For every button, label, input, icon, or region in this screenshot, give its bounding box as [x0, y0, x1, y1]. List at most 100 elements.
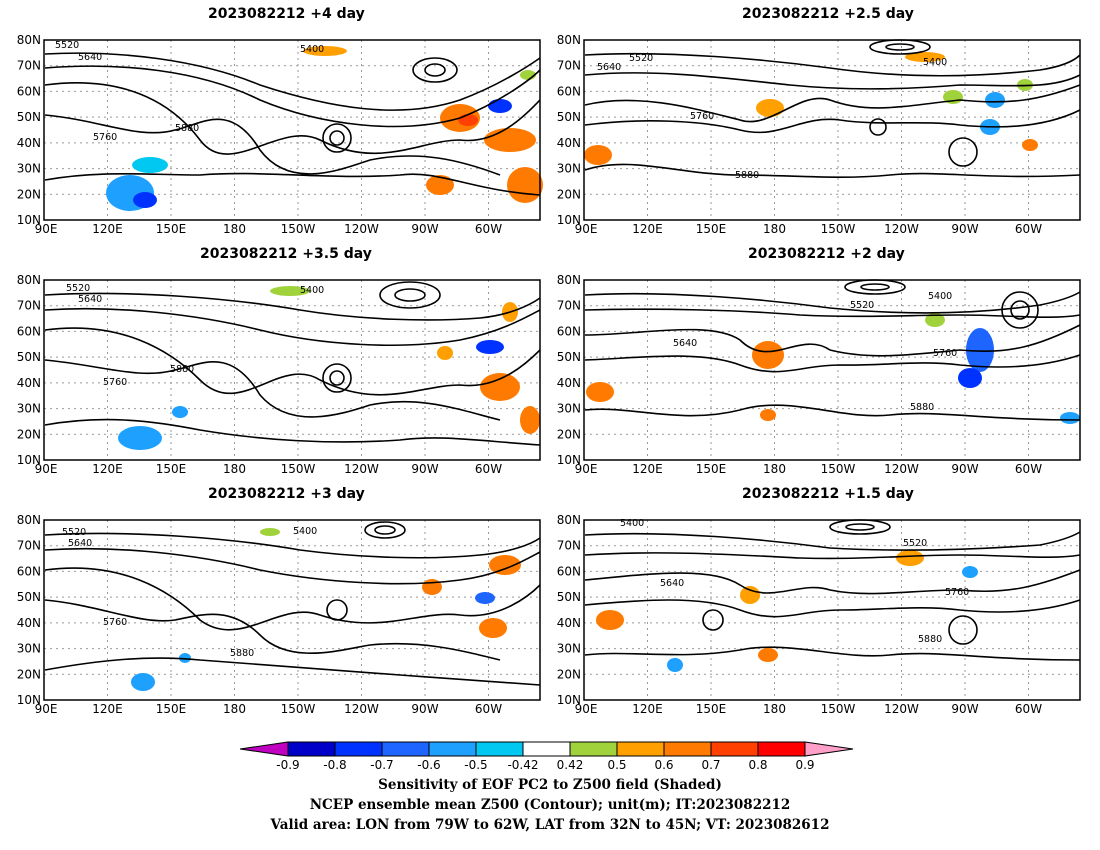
lat-label: 20N [557, 427, 581, 441]
lon-label: 150W [281, 462, 316, 475]
lon-label: 120E [92, 462, 123, 475]
lat-label: 30N [17, 402, 41, 416]
map-frame [583, 279, 1081, 461]
contours [584, 279, 1081, 421]
contours [44, 52, 541, 196]
colorbar-tick-label: 0.9 [795, 758, 814, 772]
panel-title-6: 2023082212 +1.5 day [742, 486, 914, 502]
lon-label: 120W [344, 462, 379, 475]
contours [44, 281, 541, 446]
lat-label: 50N [17, 590, 41, 604]
colorbar-block [616, 741, 665, 757]
lon-label: 180 [763, 462, 786, 475]
lon-label: 90W [411, 462, 438, 475]
colorbar-tick-label: -0.9 [276, 758, 299, 772]
colorbar-block [710, 741, 759, 757]
lat-label: 50N [17, 350, 41, 364]
lon-label: 120E [92, 702, 123, 715]
lon-label: 90E [35, 462, 58, 475]
lat-label: 10N [557, 453, 581, 467]
colorbar-block [663, 741, 712, 757]
grid [584, 520, 1080, 700]
map-frame [43, 279, 541, 461]
lon-label: 150W [821, 702, 856, 715]
lon-label: 60W [1015, 222, 1042, 235]
lat-label: 40N [17, 136, 41, 150]
colorbar-tick-label: 0.5 [607, 758, 626, 772]
contour-label: 5880 [910, 402, 934, 413]
lon-label: 60W [475, 222, 502, 235]
contours [44, 521, 541, 686]
lat-label: 80N [557, 33, 581, 47]
contour-label: 5760 [933, 348, 957, 359]
lon-label: 150W [821, 462, 856, 475]
lon-label: 120E [632, 702, 663, 715]
shading [118, 286, 540, 450]
lat-label: 20N [17, 427, 41, 441]
panel-title-4: 2023082212 +2 day [748, 246, 905, 262]
contour-label: 5760 [103, 377, 127, 388]
lat-label: 40N [17, 376, 41, 390]
contour-label: 5640 [78, 294, 102, 305]
lon-label: 180 [763, 702, 786, 715]
map-panel-5: 5400 5520 5640 5760 5880 80N 70N 60N 50N 40N… [17, 513, 541, 715]
colorbar-block [428, 741, 477, 757]
contour-label: 5400 [300, 44, 324, 55]
map-panel-6: 5400 5520 5640 5760 5880 80N 70N 60N 50N 40N… [557, 513, 1081, 715]
contour-label: 5640 [68, 538, 92, 549]
panel-title-2: 2023082212 +2.5 day [742, 6, 914, 22]
lon-label: 90E [35, 702, 58, 715]
colorbar-tick-label: -0.7 [370, 758, 393, 772]
contour-label: 5640 [597, 62, 621, 73]
lat-label: 20N [557, 187, 581, 201]
contour-label: 5520 [850, 300, 874, 311]
colorbar-block [334, 741, 383, 757]
contour-label: 5640 [660, 578, 684, 589]
contour-label: 5760 [690, 111, 714, 122]
lat-label: 50N [17, 110, 41, 124]
lon-label: 150E [696, 702, 727, 715]
lon-label: 120W [884, 222, 919, 235]
contours [584, 519, 1081, 661]
colorbar-block [475, 741, 524, 757]
panel-title-5: 2023082212 +3 day [208, 486, 365, 502]
lon-label: 60W [475, 462, 502, 475]
lon-label: 150W [281, 222, 316, 235]
colorbar-block [381, 741, 430, 757]
lon-label: 150E [156, 462, 187, 475]
lat-label: 20N [17, 187, 41, 201]
contour-label: 5760 [103, 617, 127, 628]
shading [584, 52, 1038, 165]
lon-label: 150E [156, 222, 187, 235]
lat-label: 30N [557, 402, 581, 416]
contour-label: 5400 [293, 526, 317, 537]
footer-line-3: Valid area: LON from 79W to 62W, LAT fro… [270, 817, 830, 833]
lon-label: 60W [1015, 462, 1042, 475]
map-frame [43, 519, 541, 701]
shading [131, 528, 521, 691]
contour-label: 5520 [629, 53, 653, 64]
lon-label: 90W [951, 702, 978, 715]
colorbar-tick-label: -0.42 [507, 758, 538, 772]
map-panel-3: 5400 5520 5640 5760 5880 80N 70N 60N 50N 40N… [17, 273, 541, 475]
lat-label: 40N [17, 616, 41, 630]
shading [596, 550, 978, 672]
colorbar-block [522, 741, 571, 757]
contour-label: 5880 [170, 364, 194, 375]
lon-label: 150W [821, 222, 856, 235]
grid [44, 520, 540, 700]
lat-label: 70N [17, 59, 41, 73]
lat-label: 30N [557, 162, 581, 176]
lat-label: 30N [557, 642, 581, 656]
colorbar-block [757, 741, 806, 757]
lat-label: 30N [17, 642, 41, 656]
map-panel-4: 5400 5520 5640 5760 5880 80N 70N 60N 50N 40N… [557, 273, 1081, 475]
colorbar-tick-label: 0.42 [557, 758, 584, 772]
contour-label: 5760 [945, 587, 969, 598]
lon-label: 150E [696, 462, 727, 475]
lat-label: 80N [17, 273, 41, 287]
contour-label: 5400 [620, 518, 644, 529]
lon-label: 60W [475, 702, 502, 715]
colorbar-tick-label: -0.8 [323, 758, 346, 772]
lat-label: 70N [557, 539, 581, 553]
